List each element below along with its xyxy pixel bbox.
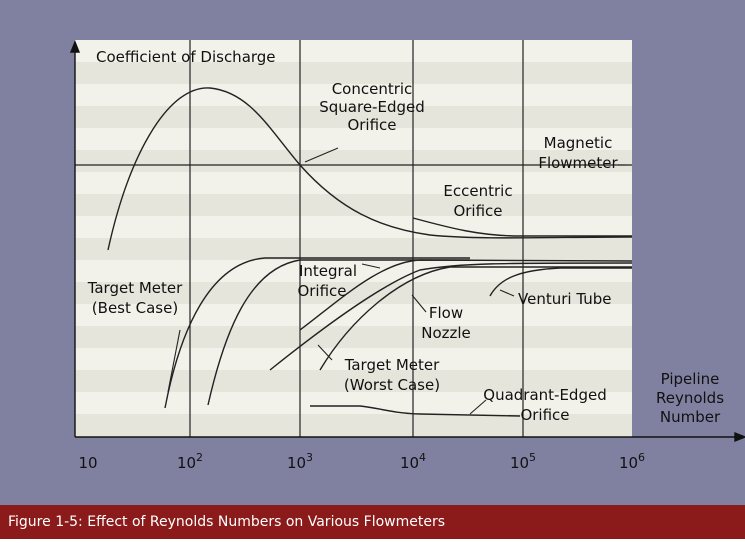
- axes: [69, 40, 745, 443]
- annotation: Quadrant-Edged: [483, 386, 606, 404]
- annotation: Orifice: [453, 202, 502, 220]
- y-axis-label: Coefficient of Discharge: [96, 48, 276, 66]
- annotation: Target Meter: [87, 279, 183, 297]
- x-ticks: 10 102 103 104 105 106: [78, 451, 645, 472]
- x-tick-label: 104: [400, 451, 426, 472]
- x-axis-label: Pipeline: [661, 370, 720, 388]
- tick-base: 10: [177, 454, 196, 472]
- x-axis-label: Reynolds: [656, 389, 724, 407]
- annotation: Orifice: [347, 116, 396, 134]
- tick-base: 10: [287, 454, 306, 472]
- caption-bar: [0, 505, 745, 539]
- annotation: Magnetic: [544, 134, 613, 152]
- tick-base: 10: [510, 454, 529, 472]
- annotation: Concentric: [332, 80, 413, 98]
- tick-exponent: 2: [196, 451, 203, 464]
- annotation: Flow: [429, 304, 463, 322]
- caption: Figure 1-5: Effect of Reynolds Numbers o…: [8, 514, 445, 530]
- curves: [107, 87, 633, 417]
- tick-base: 10: [78, 454, 97, 472]
- annotation: Integral: [299, 262, 357, 280]
- tick-exponent: 4: [419, 451, 426, 464]
- annotation: Target Meter: [344, 356, 440, 374]
- tick-base: 10: [619, 454, 638, 472]
- annotation: Flowmeter: [538, 154, 618, 172]
- pointers: [167, 147, 625, 415]
- tick-exponent: 6: [638, 451, 645, 464]
- plot-area: [75, 40, 632, 437]
- x-tick-label: 106: [619, 451, 645, 472]
- annotation: (Worst Case): [344, 376, 440, 394]
- grid: [75, 40, 632, 437]
- x-tick-label: 102: [177, 451, 203, 472]
- tick-base: 10: [400, 454, 419, 472]
- annotation: Venturi Tube: [518, 290, 611, 308]
- x-tick-label: 103: [287, 451, 313, 472]
- annotation: Square-Edged: [319, 98, 425, 116]
- annotation: Eccentric: [443, 182, 512, 200]
- x-tick-label: 105: [510, 451, 536, 472]
- tick-exponent: 3: [306, 451, 313, 464]
- tick-exponent: 5: [529, 451, 536, 464]
- x-tick-label: 10: [78, 454, 97, 472]
- annotation: (Best Case): [92, 299, 178, 317]
- annotation: Orifice: [520, 406, 569, 424]
- annotation: Orifice: [297, 282, 346, 300]
- annotation: Nozzle: [421, 324, 471, 342]
- x-axis-label: Number: [660, 408, 721, 426]
